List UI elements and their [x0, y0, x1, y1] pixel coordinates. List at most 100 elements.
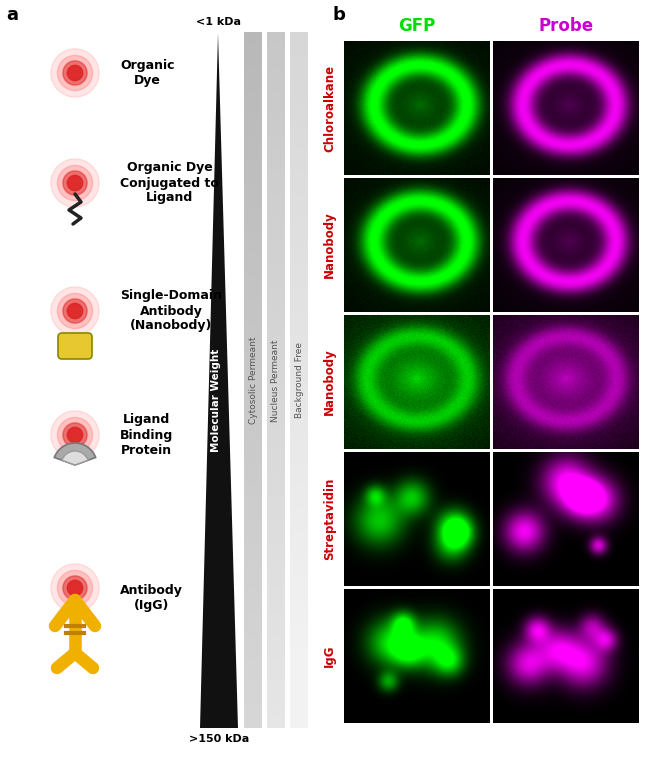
Text: <1 kDa: <1 kDa [196, 17, 240, 27]
Text: >150 kDa: >150 kDa [189, 734, 249, 744]
Bar [267, 553, 285, 566]
Bar [267, 530, 285, 543]
Text: Organic Dye
Conjugated to
Ligand: Organic Dye Conjugated to Ligand [120, 162, 219, 205]
Bar [344, 589, 490, 723]
Bar [267, 182, 285, 195]
Bar [290, 55, 308, 68]
Bar [290, 298, 308, 311]
Bar [290, 66, 308, 80]
Text: a: a [6, 6, 18, 24]
Bar [244, 426, 262, 438]
Bar [267, 600, 285, 612]
Bar [290, 472, 308, 485]
Bar [267, 658, 285, 670]
Text: Nanobody: Nanobody [323, 212, 336, 278]
Bar [267, 113, 285, 126]
Text: Chloroalkane: Chloroalkane [323, 64, 336, 152]
Bar [244, 171, 262, 183]
Circle shape [51, 49, 99, 97]
Bar [244, 449, 262, 461]
Bar [244, 182, 262, 195]
Bar [244, 78, 262, 91]
Bar [244, 55, 262, 68]
Bar [267, 217, 285, 230]
Bar [244, 240, 262, 253]
Bar [244, 438, 262, 450]
Bar [290, 148, 308, 161]
Text: Streptavidin-ATTO647N: Streptavidin-ATTO647N [521, 454, 611, 463]
Bar [267, 588, 285, 601]
Bar [290, 438, 308, 450]
Wedge shape [55, 443, 96, 465]
Bar [244, 101, 262, 114]
Bar [267, 78, 285, 91]
Bar [290, 611, 308, 624]
Bar [267, 414, 285, 427]
Bar [290, 206, 308, 218]
Bar [244, 461, 262, 473]
Text: Nucleus Permeant: Nucleus Permeant [272, 339, 281, 422]
FancyBboxPatch shape [58, 333, 92, 359]
Bar [290, 681, 308, 693]
Bar [267, 148, 285, 161]
Bar [267, 333, 285, 346]
Bar [267, 507, 285, 519]
Bar [290, 449, 308, 461]
Bar [244, 403, 262, 415]
Bar [244, 345, 262, 357]
Bar [244, 577, 262, 589]
Bar [290, 461, 308, 473]
Bar [290, 380, 308, 392]
Bar [290, 32, 308, 45]
Circle shape [57, 417, 92, 453]
Circle shape [68, 303, 83, 318]
Bar [493, 178, 639, 312]
Bar [493, 589, 639, 723]
Polygon shape [200, 33, 238, 728]
Bar [267, 136, 285, 149]
Bar [290, 229, 308, 241]
Bar [267, 380, 285, 392]
Text: Single-Domain
Antibody
(Nanobody): Single-Domain Antibody (Nanobody) [120, 290, 222, 332]
Circle shape [63, 423, 87, 447]
Bar [290, 669, 308, 682]
Bar [290, 194, 308, 206]
Bar [290, 553, 308, 566]
Wedge shape [62, 451, 88, 465]
Bar [290, 542, 308, 554]
Circle shape [57, 294, 92, 329]
Bar [290, 124, 308, 138]
Bar [290, 356, 308, 369]
Bar [290, 43, 308, 56]
Text: Background Free: Background Free [294, 342, 304, 418]
Circle shape [68, 65, 83, 80]
Bar [344, 41, 490, 175]
Bar [290, 217, 308, 230]
Circle shape [57, 570, 92, 605]
Bar [290, 182, 308, 195]
Bar [267, 298, 285, 311]
Text: Ligand
Binding
Protein: Ligand Binding Protein [120, 414, 174, 457]
Bar [244, 635, 262, 647]
Text: mitochondria: mitochondria [391, 43, 443, 52]
Bar [244, 159, 262, 172]
Bar [244, 90, 262, 103]
Bar [267, 716, 285, 728]
Text: b: b [332, 6, 345, 24]
Bar [244, 519, 262, 531]
Bar [290, 530, 308, 543]
Bar [267, 124, 285, 138]
Bar [290, 414, 308, 427]
Bar [290, 90, 308, 103]
Bar [244, 611, 262, 624]
Bar [244, 136, 262, 149]
Bar [267, 577, 285, 589]
Text: Anti-GFP-Alexa647: Anti-GFP-Alexa647 [530, 591, 602, 600]
Bar [344, 315, 490, 449]
Bar [267, 611, 285, 624]
Bar [244, 252, 262, 264]
Bar [244, 472, 262, 485]
Bar [244, 287, 262, 299]
Bar [493, 315, 639, 449]
Bar [290, 507, 308, 519]
